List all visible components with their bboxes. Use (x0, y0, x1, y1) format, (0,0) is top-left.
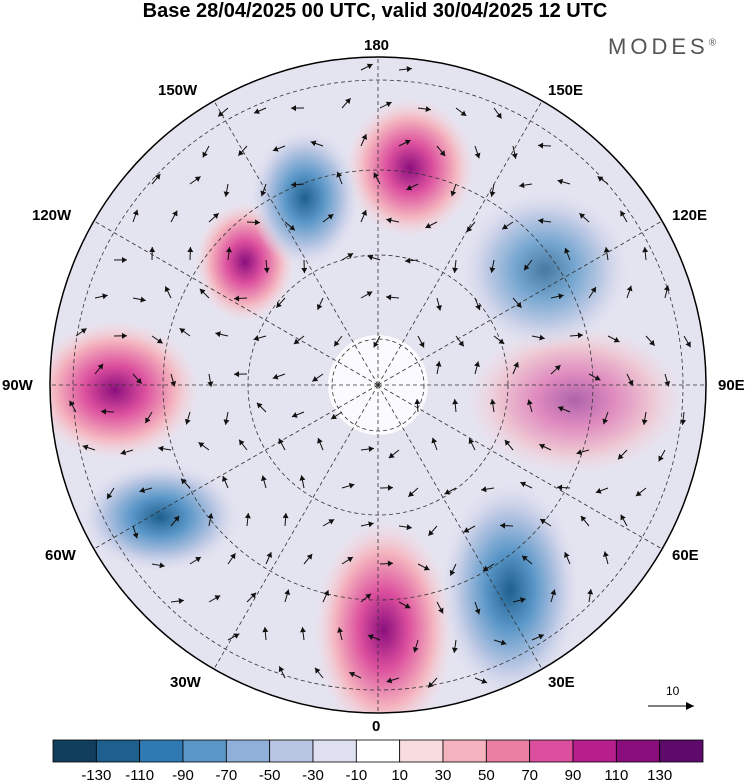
colorbar-swatch (183, 740, 226, 762)
colorbar-tick-label: 90 (565, 767, 582, 784)
lon-label-150w: 150W (158, 82, 197, 99)
lon-label-60w: 60W (45, 547, 76, 564)
lon-label-150e: 150E (548, 82, 583, 99)
colorbar (53, 740, 703, 762)
colorbar-swatch (53, 740, 96, 762)
colorbar-swatch (140, 740, 183, 762)
colorbar-tick-label: 30 (435, 767, 452, 784)
lon-label-30w: 30W (170, 674, 201, 691)
colorbar-tick-label: 10 (391, 767, 408, 784)
colorbar-swatch (313, 740, 356, 762)
colorbar-swatch (356, 740, 399, 762)
anomaly-negative-140E (460, 190, 630, 350)
colorbar-tick-label: -110 (125, 767, 154, 784)
lon-label-90e: 90E (718, 377, 745, 394)
anomaly-negative-30E (440, 480, 580, 700)
colorbar-swatch (226, 740, 269, 762)
anomaly-positive-90E (465, 325, 685, 475)
lon-label-120e: 120E (672, 207, 707, 224)
lon-label-180: 180 (364, 37, 389, 54)
colorbar-swatch (486, 740, 529, 762)
lon-label-60e: 60E (672, 547, 699, 564)
anomaly-positive-90W (30, 320, 200, 460)
colorbar-swatch (660, 740, 703, 762)
anomaly-positive-180 (345, 98, 475, 238)
anomaly-negative-165W (250, 128, 360, 268)
colorbar-swatch (443, 740, 486, 762)
colorbar-tick-label: -10 (345, 767, 367, 784)
colorbar-tick-label: 110 (604, 767, 628, 784)
colorbar-tick-label: -30 (302, 767, 324, 784)
wind-reference-label: 10 (666, 684, 679, 698)
lon-label-30e: 30E (548, 674, 575, 691)
lon-label-90w: 90W (2, 377, 33, 394)
wind-reference-vector (648, 702, 694, 710)
colorbar-tick-label: 50 (478, 767, 495, 784)
colorbar-tick-label: 130 (647, 767, 672, 784)
lon-label-0: 0 (372, 718, 380, 735)
colorbar-tick-label: -130 (81, 767, 111, 784)
colorbar-tick-label: -90 (172, 767, 194, 784)
colorbar-tick-label: -70 (215, 767, 237, 784)
map-disk (30, 50, 720, 740)
anomaly-negative-60W (80, 462, 240, 572)
colorbar-swatch (270, 740, 313, 762)
colorbar-tick-label: -50 (259, 767, 281, 784)
anomaly-positive-0E (314, 520, 454, 740)
colorbar-tick-label: 70 (521, 767, 538, 784)
colorbar-swatch (573, 740, 616, 762)
colorbar-swatch (96, 740, 139, 762)
colorbar-swatch (616, 740, 659, 762)
colorbar-swatch (530, 740, 573, 762)
lon-label-120w: 120W (32, 207, 71, 224)
colorbar-swatch (400, 740, 443, 762)
